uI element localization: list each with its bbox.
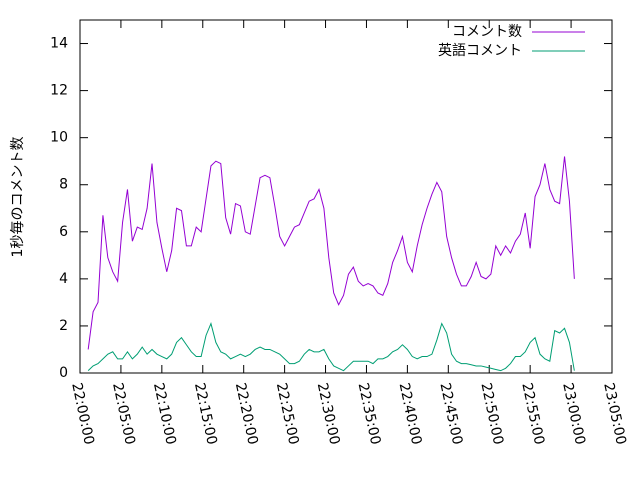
y-tick-label: 14: [50, 36, 68, 52]
x-tick-label: 22:05:00: [109, 381, 138, 446]
legend-label: コメント数: [452, 24, 522, 40]
y-tick-label: 12: [50, 83, 68, 99]
x-tick-label: 23:00:00: [559, 381, 588, 446]
x-tick-label: 22:45:00: [436, 381, 465, 446]
legend-label: 英語コメント: [438, 42, 522, 59]
x-tick-label: 22:35:00: [355, 381, 384, 446]
x-tick-label: 22:15:00: [191, 381, 220, 446]
x-tick-label: 22:50:00: [477, 381, 506, 446]
x-tick-label: 22:25:00: [273, 381, 302, 446]
y-tick-label: 6: [59, 224, 68, 240]
x-tick-label: 22:30:00: [314, 381, 343, 446]
y-tick-label: 4: [59, 271, 68, 287]
series-line: [87, 322, 575, 372]
x-tick-label: 22:55:00: [518, 381, 547, 446]
x-tick-label: 22:00:00: [68, 381, 97, 446]
x-tick-label: 22:20:00: [232, 381, 261, 446]
y-tick-label: 10: [50, 130, 68, 146]
plot-frame: [79, 19, 613, 374]
y-axis-label: 1秒毎のコメント数: [10, 137, 26, 258]
x-tick-label: 22:40:00: [396, 381, 425, 446]
x-tick-label: 23:05:00: [600, 381, 629, 446]
y-tick-label: 2: [59, 318, 68, 334]
series-line: [87, 156, 575, 350]
y-tick-label: 0: [59, 365, 68, 381]
x-tick-label: 22:10:00: [150, 381, 179, 446]
y-tick-label: 8: [59, 177, 68, 193]
